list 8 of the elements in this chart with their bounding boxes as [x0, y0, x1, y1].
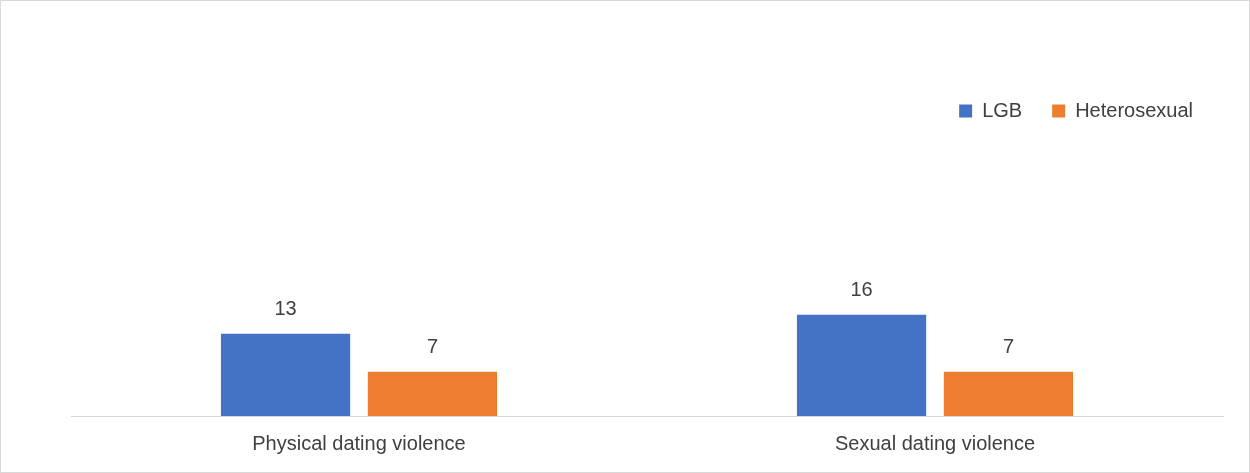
legend-label: LGB [982, 98, 1023, 121]
data-label: 13 [274, 297, 297, 320]
data-label: 16 [850, 278, 873, 301]
data-label: 7 [1002, 335, 1014, 358]
x-tick-label: Sexual dating violence [834, 431, 1036, 454]
data-label: 7 [426, 335, 438, 358]
x-tick-label: Physical dating violence [252, 431, 466, 454]
legend-label: Heterosexual [1075, 98, 1193, 121]
